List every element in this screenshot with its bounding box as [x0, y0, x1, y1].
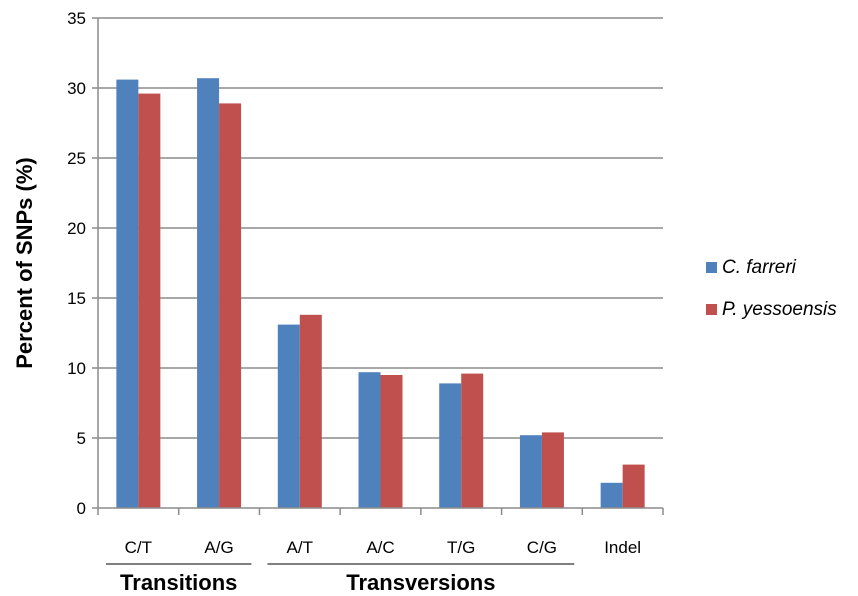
legend-label: C. farreri	[722, 257, 797, 278]
bar	[461, 373, 484, 508]
gridlines	[98, 17, 663, 439]
bar	[358, 372, 381, 508]
y-tick-label: 25	[67, 149, 86, 168]
y-tick-label: 20	[67, 219, 86, 238]
bar	[439, 383, 462, 508]
x-tick-label: C/T	[125, 538, 152, 557]
bar	[277, 324, 300, 508]
bar	[600, 482, 623, 508]
x-tick-label: A/G	[204, 538, 233, 557]
legend-label: P. yessoensis	[722, 299, 837, 320]
x-tick-label: T/G	[447, 538, 475, 557]
bar	[116, 79, 139, 508]
x-tick-label: C/G	[527, 538, 557, 557]
bar	[380, 375, 403, 508]
y-tick-label: 0	[77, 499, 86, 518]
x-tick-label: A/C	[366, 538, 394, 557]
group-label: Transitions	[120, 570, 237, 595]
y-tick-label: 35	[67, 9, 86, 28]
y-tick-label: 15	[67, 289, 86, 308]
bar	[138, 93, 161, 508]
bar	[541, 432, 564, 508]
legend-swatch	[706, 262, 717, 273]
x-tick-label: Indel	[604, 538, 641, 557]
axes	[92, 17, 664, 515]
bar	[219, 103, 242, 509]
y-axis-title: Percent of SNPs (%)	[12, 157, 37, 369]
bars	[116, 78, 645, 509]
bar	[622, 464, 645, 508]
legend-swatch	[706, 304, 717, 315]
legend: C. farreri P. yessoensis	[706, 257, 837, 320]
y-tick-label: 30	[67, 79, 86, 98]
y-tick-label: 10	[67, 359, 86, 378]
group-label: Transversions	[346, 570, 495, 595]
bar	[299, 314, 322, 508]
x-tick-label: A/T	[287, 538, 313, 557]
labels: 0 5 10 15 20 25 30 35 C/T A/G A/T A/C T/G C/G Indel Tra…	[12, 9, 641, 595]
bar	[197, 78, 220, 508]
bar	[519, 435, 542, 508]
y-tick-label: 5	[77, 429, 86, 448]
